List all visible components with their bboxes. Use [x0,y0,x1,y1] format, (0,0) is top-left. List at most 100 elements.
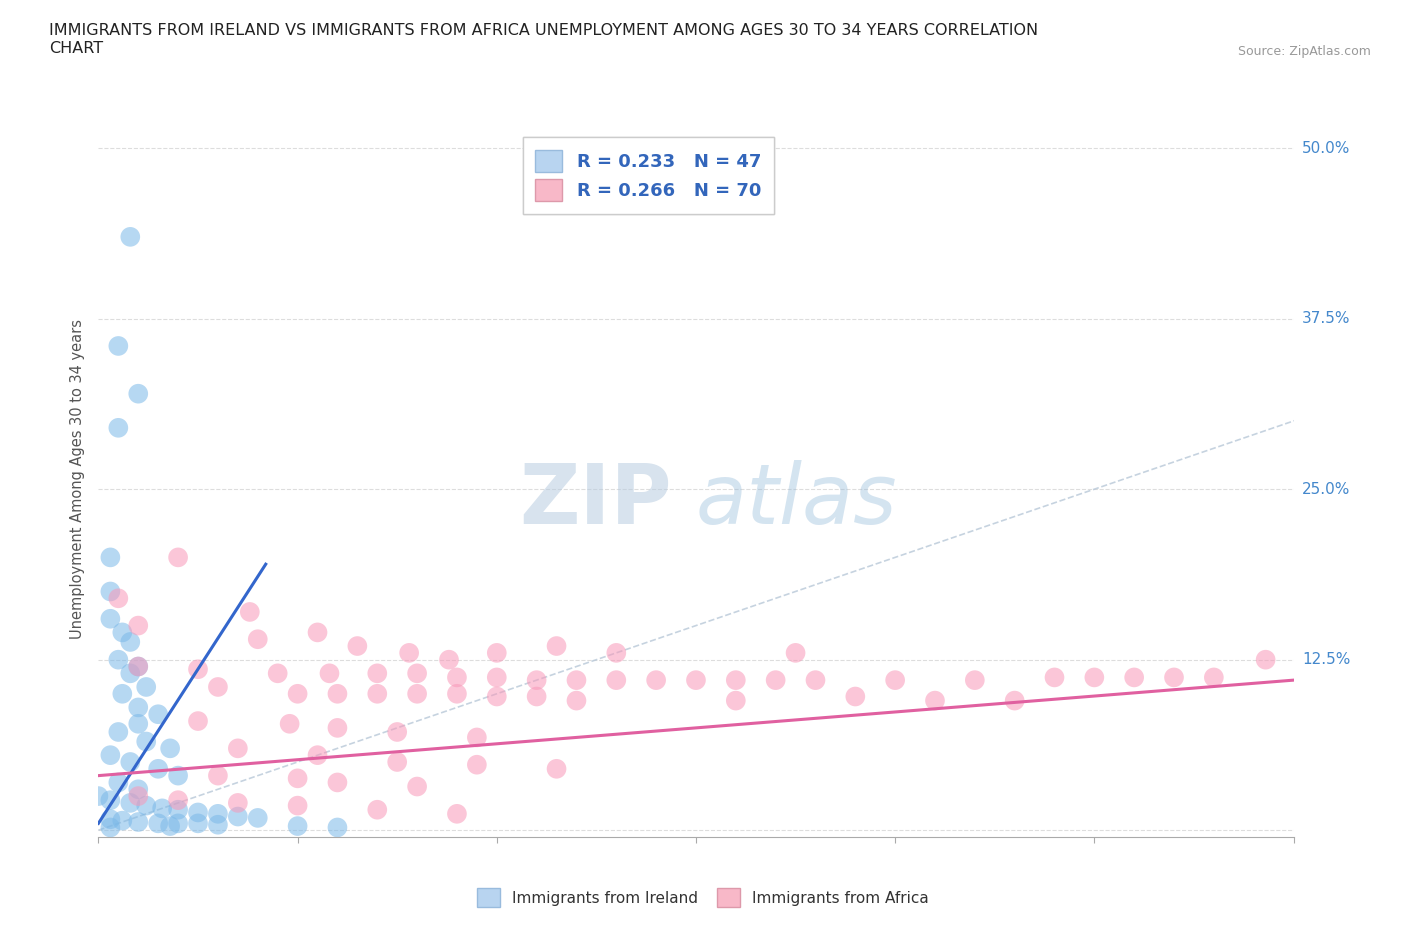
Point [127,618,149,633]
Point [239,604,262,619]
Point [526,689,548,704]
Point [485,689,508,704]
Point [398,645,420,660]
Point [207,817,229,832]
Point [485,670,508,684]
Point [107,775,129,790]
Point [120,230,142,245]
Point [326,686,349,701]
Point [1163,670,1185,684]
Point [465,730,488,745]
Point [148,762,170,777]
Point [226,795,249,810]
Point [107,420,129,435]
Point [385,754,409,769]
Point [187,662,209,677]
Point [127,659,149,674]
Legend: R = 0.233   N = 47, R = 0.266   N = 70: R = 0.233 N = 47, R = 0.266 N = 70 [523,137,773,214]
Point [924,693,946,708]
Point [318,666,340,681]
Point [406,779,429,794]
Point [267,666,290,681]
Point [127,815,149,830]
Point [87,789,110,804]
Point [127,659,149,674]
Y-axis label: Unemployment Among Ages 30 to 34 years: Unemployment Among Ages 30 to 34 years [70,319,86,639]
Point [307,625,329,640]
Point [148,816,170,830]
Point [167,768,190,783]
Point [346,639,368,654]
Point [98,611,122,626]
Point [446,806,468,821]
Point [120,634,142,649]
Point [605,645,627,660]
Point [98,748,122,763]
Point [207,680,229,695]
Point [226,809,249,824]
Point [385,724,409,739]
Point [167,550,190,565]
Point [406,686,429,701]
Point [187,805,209,820]
Point [1083,670,1105,684]
Point [127,782,149,797]
Point [645,672,668,687]
Point [366,666,388,681]
Point [437,652,460,667]
Point [565,693,588,708]
Point [98,792,122,807]
Point [307,748,329,763]
Point [724,693,747,708]
Point [884,672,907,687]
Point [167,803,190,817]
Point [107,591,129,605]
Point [207,768,229,783]
Point [98,550,122,565]
Point [804,672,827,687]
Point [685,672,707,687]
Point [107,339,129,353]
Point [127,789,149,804]
Point [844,689,866,704]
Text: 50.0%: 50.0% [1302,140,1350,155]
Point [287,818,309,833]
Point [963,672,986,687]
Point [107,652,129,667]
Point [406,666,429,681]
Point [1043,670,1066,684]
Point [127,700,149,715]
Point [120,666,142,681]
Point [111,686,134,701]
Text: 37.5%: 37.5% [1302,312,1350,326]
Point [446,670,468,684]
Point [526,672,548,687]
Point [135,798,157,813]
Point [167,816,190,830]
Point [187,816,209,830]
Text: ZIP: ZIP [520,460,672,541]
Point [135,734,157,749]
Point [765,672,787,687]
Point [605,672,627,687]
Point [465,757,488,772]
Point [785,645,807,660]
Point [111,813,134,828]
Point [246,631,269,646]
Point [278,716,301,731]
Point [159,741,181,756]
Point [724,672,747,687]
Point [326,820,349,835]
Point [246,810,269,825]
Point [120,754,142,769]
Point [366,803,388,817]
Point [98,820,122,835]
Point [120,795,142,810]
Point [107,724,129,739]
Point [326,721,349,736]
Point [287,798,309,813]
Point [446,686,468,701]
Point [546,762,568,777]
Point [287,686,309,701]
Point [98,584,122,599]
